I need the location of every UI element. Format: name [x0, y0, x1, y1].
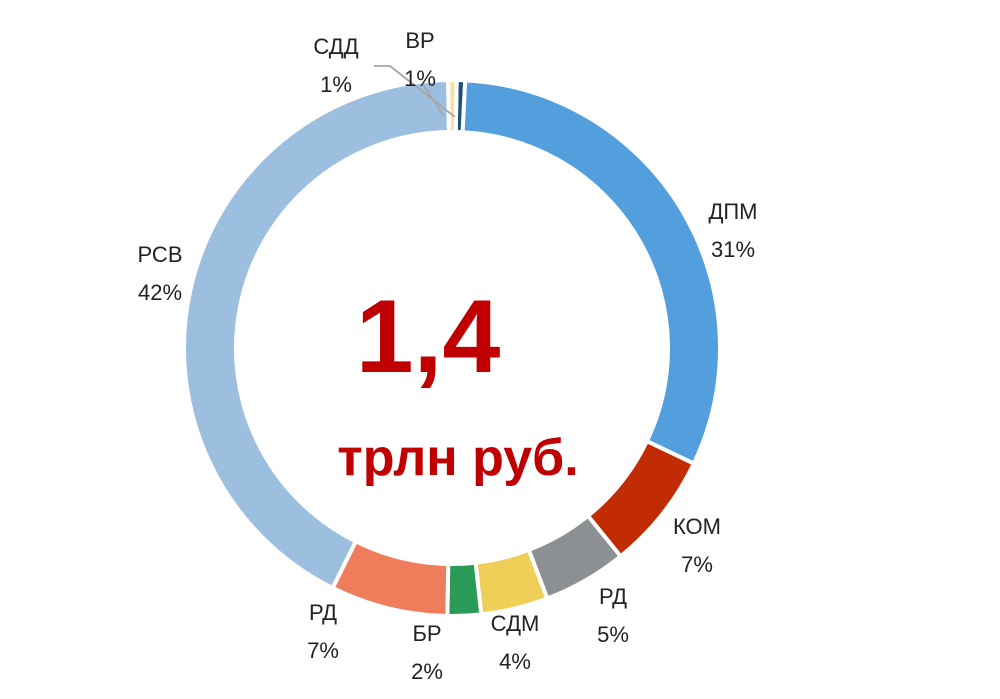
- leader-line-sdd: [423, 85, 445, 117]
- slice-6: [445, 560, 484, 618]
- slice-label-6: БР 2%: [411, 621, 443, 684]
- center-value: 1,4: [356, 279, 501, 395]
- slice-label-7: РД 7%: [307, 600, 339, 663]
- leader-lines: [374, 65, 456, 118]
- slice-label-3: КОМ 7%: [673, 514, 721, 577]
- center-unit: трлн руб.: [337, 429, 578, 487]
- slice-label-8: РСВ 42%: [138, 242, 183, 305]
- slice-9: [446, 78, 459, 135]
- slice-label-4: РД 5%: [597, 584, 629, 647]
- slice-2: [460, 78, 722, 467]
- slice-8: [182, 77, 451, 591]
- slice-label-9: СДД 1%: [313, 34, 358, 97]
- slice-labels: ВР 1% ДПМ 31% КОМ 7% РД 5% СДМ 4% БР 2% РД 7% РСВ 42% СД…: [138, 28, 758, 684]
- slice-label-5: СДМ 4%: [491, 611, 540, 674]
- slice-label-2: ДПМ 31%: [708, 199, 757, 262]
- slice-label-1: ВР 1%: [404, 28, 436, 91]
- donut-slices: [182, 77, 722, 618]
